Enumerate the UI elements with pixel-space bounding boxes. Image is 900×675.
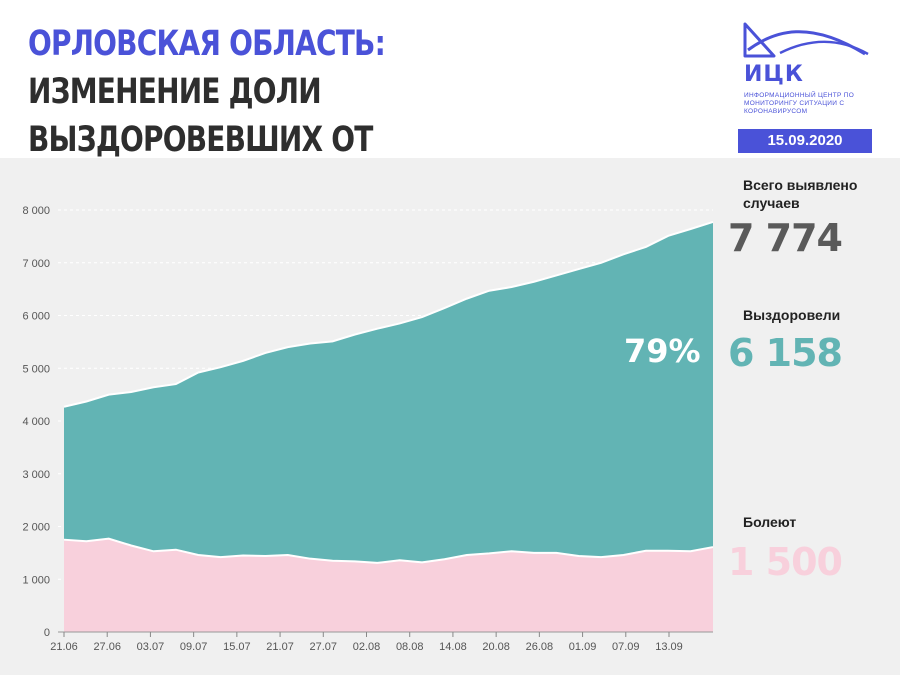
recovered-label: Выздоровели <box>743 307 841 323</box>
sick-label: Болеют <box>743 514 797 530</box>
x-tick-label: 08.08 <box>396 641 424 653</box>
logo-mark-icon <box>743 22 869 58</box>
x-tick-label: 26.08 <box>526 641 554 653</box>
x-tick-label: 20.08 <box>482 641 510 653</box>
x-tick-label: 21.06 <box>50 641 78 653</box>
y-tick-label: 7 000 <box>22 258 50 270</box>
recovered-value: 6 158 <box>728 331 843 375</box>
recovered-area <box>64 221 713 563</box>
chart-areas <box>63 220 714 632</box>
total-cases-value: 7 774 <box>728 216 843 260</box>
x-tick-label: 01.09 <box>569 641 597 653</box>
x-axis: 21.06 27.06 03.07 09.07 15.07 21.07 27.07 02.08… <box>50 631 713 653</box>
y-tick-label: 5 000 <box>22 363 50 375</box>
header: ОРЛОВСКАЯ ОБЛАСТЬ: ИЗМЕНЕНИЕ ДОЛИ ВЫЗДОР… <box>0 0 900 208</box>
x-tick-label: 07.09 <box>612 641 640 653</box>
y-tick-label: 2 000 <box>22 522 50 534</box>
date-badge: 15.09.2020 <box>738 129 872 153</box>
y-tick-label: 4 000 <box>22 416 50 428</box>
x-tick-label: 02.08 <box>353 641 381 653</box>
title-region: ОРЛОВСКАЯ ОБЛАСТЬ: <box>28 24 386 64</box>
total-line <box>63 220 714 408</box>
y-tick-label: 3 000 <box>22 469 50 481</box>
recovered-share-label: 79% <box>624 332 701 370</box>
sick-line <box>63 537 714 564</box>
x-tick-label: 14.08 <box>439 641 467 653</box>
sick-value: 1 500 <box>728 540 843 584</box>
y-axis: 0 1 000 2 000 3 000 4 000 5 000 6 000 7 000 8 00… <box>22 205 50 639</box>
x-tick-label: 09.07 <box>180 641 208 653</box>
x-tick-label: 13.09 <box>655 641 683 653</box>
logo-name: ИЦК <box>744 62 804 87</box>
x-tick-label: 21.07 <box>266 641 294 653</box>
x-tick-label: 03.07 <box>137 641 165 653</box>
x-tick-label: 27.06 <box>93 641 121 653</box>
y-tick-label: 8 000 <box>22 205 50 217</box>
logo: ИЦК ИНФОРМАЦИОННЫЙ ЦЕНТР ПО МОНИТОРИНГУ … <box>740 20 875 125</box>
logo-subtitle: ИНФОРМАЦИОННЫЙ ЦЕНТР ПО МОНИТОРИНГУ СИТУ… <box>744 92 855 115</box>
y-tick-label: 0 <box>44 627 50 639</box>
total-cases-label: Всего выявлено случаев <box>743 177 858 211</box>
x-tick-label: 15.07 <box>223 641 251 653</box>
y-tick-label: 6 000 <box>22 311 50 323</box>
y-tick-label: 1 000 <box>22 574 50 586</box>
x-tick-label: 27.07 <box>310 641 338 653</box>
sick-area <box>64 538 713 632</box>
area-chart: 0 1 000 2 000 3 000 4 000 5 000 6 000 7 000 8 00… <box>22 205 714 653</box>
